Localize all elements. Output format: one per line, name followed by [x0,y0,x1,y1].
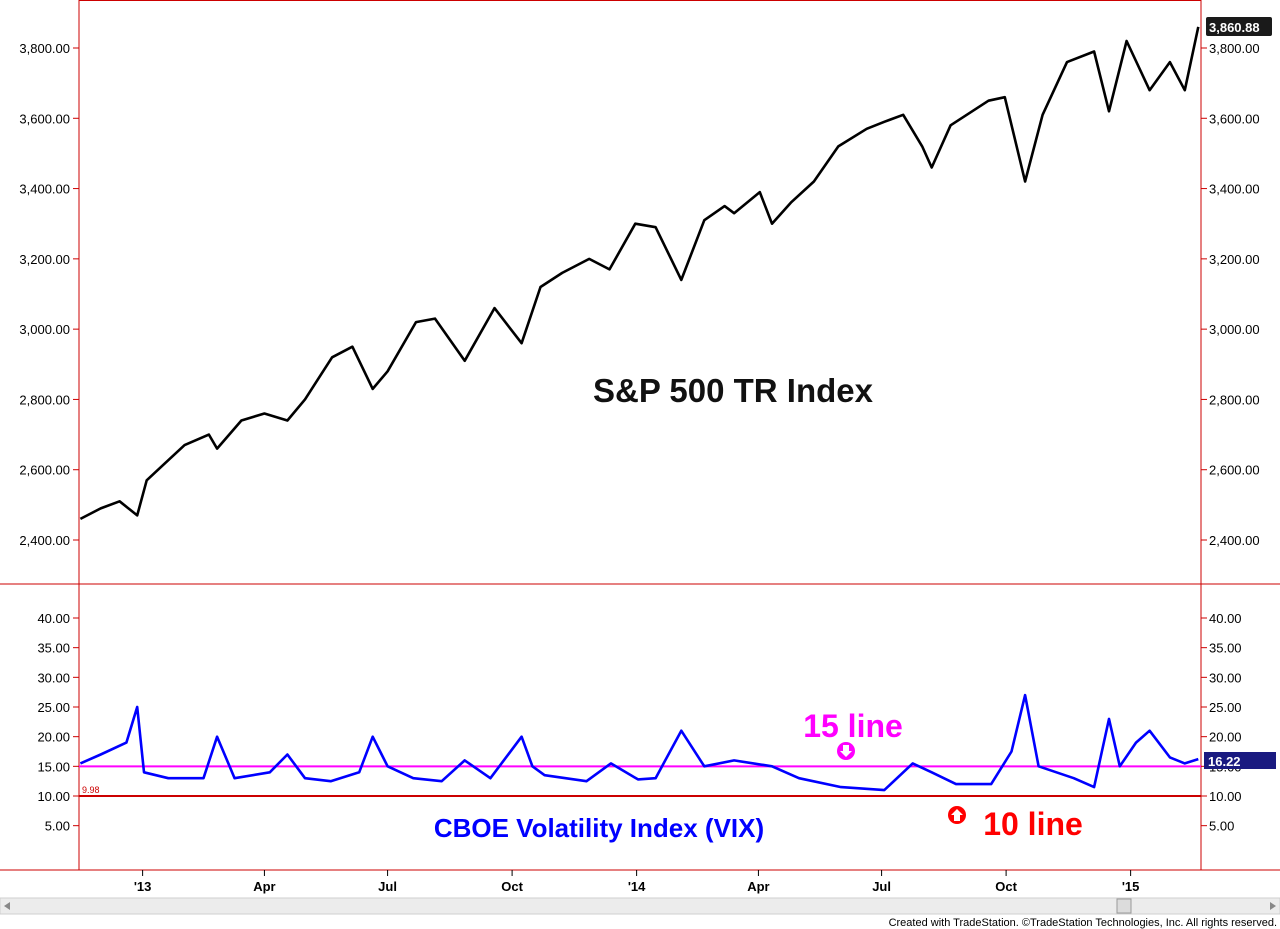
spx-ytick-left: 3,000.00 [19,322,70,337]
spx-y-axis-right: 2,400.00 2,600.00 2,800.00 3,000.00 3,200.00… [1201,41,1260,548]
vix-title: CBOE Volatility Index (VIX) [434,813,764,843]
vix-ytick-left: 30.00 [37,670,70,685]
vix-ytick-left: 5.00 [45,819,70,834]
spx-ytick-right: 3,400.00 [1209,182,1260,197]
vix-ytick-right: 30.00 [1209,670,1242,685]
down-arrow-icon [837,742,855,760]
spx-ytick-left: 3,800.00 [19,41,70,56]
spx-ytick-left: 3,200.00 [19,252,70,267]
vix-last-value-flag: 16.22 [1204,752,1276,769]
spx-ytick-left: 2,800.00 [19,392,70,407]
spx-ytick-left: 3,600.00 [19,111,70,126]
x-tick-label: Jul [872,879,891,894]
vix-ytick-left: 15.00 [37,759,70,774]
vix-ytick-right: 25.00 [1209,700,1242,715]
spx-ytick-right: 3,200.00 [1209,252,1260,267]
spx-ytick-left: 2,600.00 [19,463,70,478]
scroll-left-icon[interactable] [4,902,10,910]
vix-ytick-left: 20.00 [37,730,70,745]
spx-series-line [79,26,1200,521]
vix-ytick-left: 40.00 [37,611,70,626]
vix-ytick-right: 20.00 [1209,730,1242,745]
vix-ytick-left: 25.00 [37,700,70,715]
x-tick-label: Jul [378,879,397,894]
x-tick-label: '14 [628,879,646,894]
spx-title: S&P 500 TR Index [593,372,874,409]
horizontal-scrollbar[interactable] [0,897,1280,915]
scroll-thumb[interactable] [1116,898,1132,914]
x-tick-label: Apr [253,879,275,894]
vix-last-value: 16.22 [1208,754,1241,769]
x-axis: '13 Apr Jul Oct '14 Apr Jul Oct '15 [134,870,1140,894]
annotation-10-line: 10 line [983,806,1083,842]
vix-series-line [79,693,1199,792]
vix-ytick-right: 10.00 [1209,789,1242,804]
annotation-15-line: 15 line [803,708,903,744]
spx-ytick-left: 2,400.00 [19,533,70,548]
spx-ytick-right: 2,600.00 [1209,463,1260,478]
scroll-right-icon[interactable] [1270,902,1276,910]
x-tick-label: Oct [995,879,1017,894]
spx-last-value: 3,860.88 [1209,20,1260,35]
vix-ytick-right: 40.00 [1209,611,1242,626]
chart-frame [0,0,1280,871]
vix-y-axis-left: 5.00 10.00 15.00 20.00 25.00 30.00 35.00 40.00 [37,611,79,834]
spx-y-axis-left: 2,400.00 2,600.00 2,800.00 3,000.00 3,200.00… [19,41,79,548]
credit-text: Created with TradeStation. ©TradeStation… [889,917,1277,929]
spx-ytick-right: 3,000.00 [1209,322,1260,337]
spx-ytick-right: 2,400.00 [1209,533,1260,548]
spx-ytick-right: 3,600.00 [1209,111,1260,126]
vix-min-marker-label: 9.98 [82,785,100,795]
vix-ytick-left: 35.00 [37,641,70,656]
x-tick-label: Apr [747,879,769,894]
x-tick-label: Oct [501,879,523,894]
spx-ytick-left: 3,400.00 [19,182,70,197]
vix-ytick-left: 10.00 [37,789,70,804]
spx-last-value-flag: 3,860.88 [1206,17,1272,36]
x-tick-label: '13 [134,879,152,894]
spx-ytick-right: 3,800.00 [1209,41,1260,56]
spx-ytick-right: 2,800.00 [1209,392,1260,407]
vix-ytick-right: 5.00 [1209,819,1234,834]
up-arrow-icon [948,806,966,824]
x-tick-label: '15 [1122,879,1140,894]
vix-ytick-right: 35.00 [1209,641,1242,656]
